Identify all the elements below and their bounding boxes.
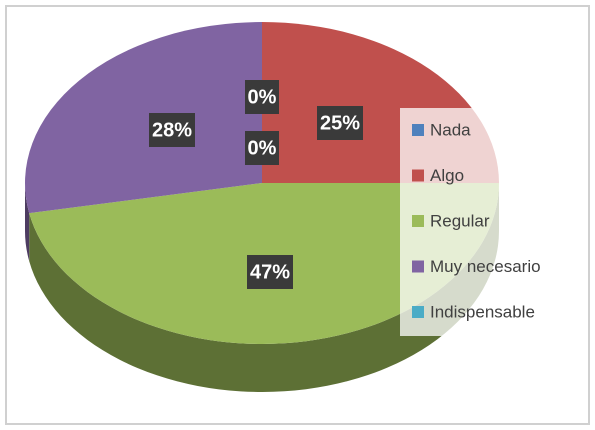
legend-label: Nada <box>430 120 471 139</box>
data-label: 25% <box>320 112 360 134</box>
data-label-box <box>149 113 195 147</box>
pie-side <box>25 183 30 262</box>
data-label: 28% <box>152 119 192 141</box>
data-label: 47% <box>250 261 290 283</box>
pie-side <box>29 183 499 392</box>
data-label-box <box>245 131 279 165</box>
legend-label: Muy necesario <box>430 257 541 276</box>
legend-box <box>400 108 585 336</box>
legend-label: Regular <box>430 211 490 230</box>
legend-swatch <box>412 215 424 227</box>
legend-swatch <box>412 124 424 136</box>
data-label: 0% <box>248 137 277 159</box>
legend-label: Algo <box>430 166 464 185</box>
data-label-box <box>245 80 279 114</box>
legend-swatch <box>412 169 424 182</box>
legend-swatch <box>412 260 424 273</box>
legend-swatch <box>412 306 424 318</box>
data-label-box <box>247 255 293 289</box>
legend-label: Indispensable <box>430 302 535 321</box>
data-label: 0% <box>248 86 277 108</box>
data-label-box <box>317 106 363 140</box>
pie-slice <box>24 22 263 214</box>
